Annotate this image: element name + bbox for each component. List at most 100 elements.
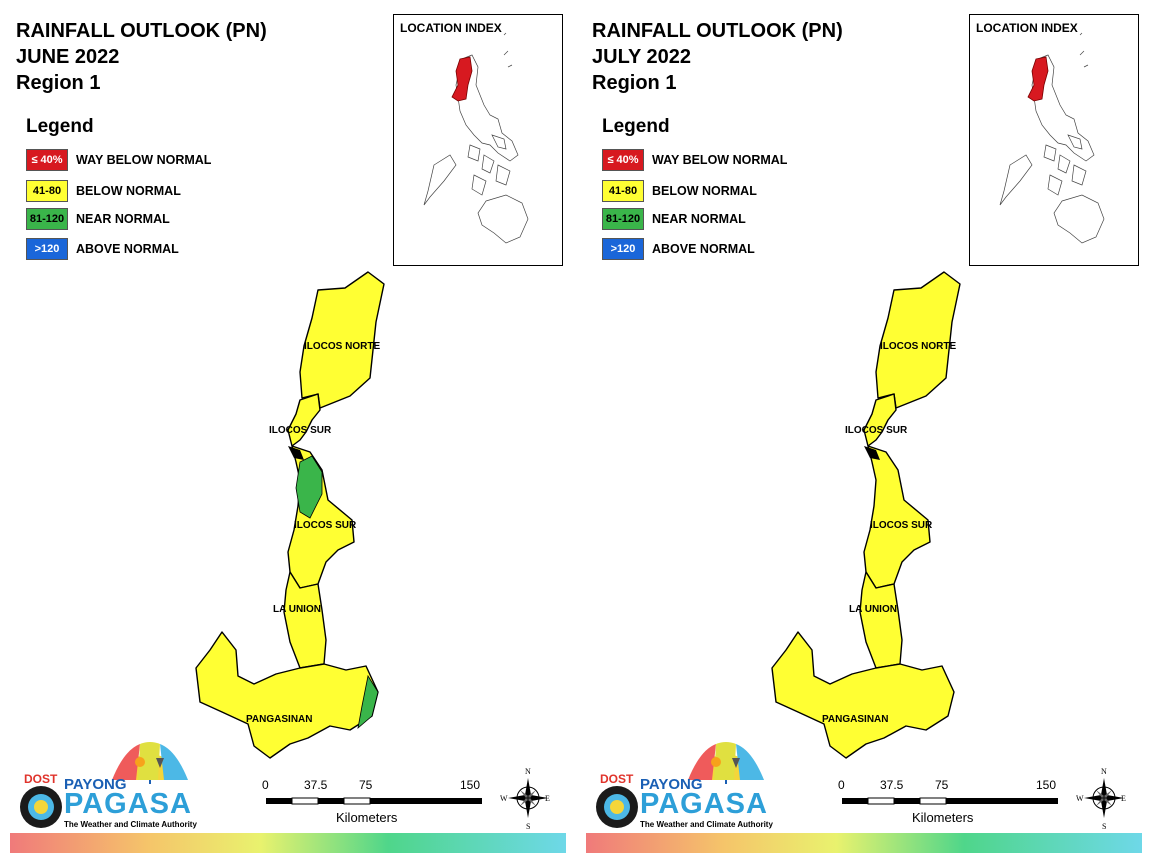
scale-tick-0: 0 [262,778,269,792]
region-map: ILOCOS NORTE ILOCOS SUR ILOCOS SUR LA UN… [771,271,961,759]
inset-title: LOCATION INDEX [976,21,1078,35]
compass-rose-icon: N S W E [500,767,550,831]
label-pangasinan: PANGASINAN [246,714,312,725]
scale-tick-3: 150 [460,778,481,792]
compass-n: N [1101,767,1107,776]
province-la-union [283,571,327,669]
compass-w: W [1076,794,1084,803]
location-index-inset: LOCATION INDEX [969,14,1139,266]
compass-e: E [545,794,550,803]
scale-tick-1: 37.5 [880,778,904,792]
title-line-2: JULY 2022 [592,46,691,68]
legend-swatch: ≤ 40% [26,149,68,171]
title-line-3: Region 1 [592,72,677,94]
label-ilocos-sur-north: ILOCOS SUR [845,425,908,436]
legend-title: Legend [26,116,94,137]
scale-tick-2: 75 [935,778,949,792]
logo-dost: DOST [24,772,58,786]
scale-bar-graphic [266,797,482,805]
compass-n: N [525,767,531,776]
region-map: ILOCOS NORTE ILOCOS SUR ILOCOS SUR LA UN… [195,271,385,759]
province-pangasinan [195,631,379,759]
scale-tick-2: 75 [359,778,373,792]
legend-label: NEAR NORMAL [76,212,170,226]
label-ilocos-norte: ILOCOS NORTE [880,341,956,352]
label-ilocos-sur-south: ILOCOS SUR [870,520,933,531]
philippines-inset-map [423,32,529,244]
legend-label: BELOW NORMAL [652,184,757,198]
label-pangasinan: PANGASINAN [822,714,888,725]
logo-dost: DOST [600,772,634,786]
legend-label: ABOVE NORMAL [652,242,755,256]
inset-title: LOCATION INDEX [400,21,502,35]
philippines-inset-map [999,32,1105,244]
compass-s: S [1102,822,1106,830]
title-line-3: Region 1 [16,72,101,94]
payong-pagasa-logo: DOST PAYONG PAGASA The Weather and Clima… [590,740,773,832]
legend-title: Legend [602,116,670,137]
payong-pagasa-logo: DOST PAYONG PAGASA The Weather and Clima… [14,740,197,832]
province-pangasinan [771,631,955,759]
scale-bar: 0 37.5 75 150 Kilometers [838,778,1068,828]
map-title: RAINFALL OUTLOOK (PN) JUNE 2022 Region 1 [16,18,267,96]
title-line-2: JUNE 2022 [16,46,120,68]
compass-rose-icon: N S W E [1076,767,1126,831]
province-ilocos-sur-north [287,393,321,447]
logo-payong: PAYONG [640,776,703,793]
legend-swatch: 81-120 [26,208,68,230]
province-ilocos-sur-south [287,445,355,589]
logo-payong: PAYONG [64,776,127,793]
legend-swatch: 41-80 [26,180,68,202]
label-ilocos-sur-north: ILOCOS SUR [269,425,332,436]
logo-tagline: The Weather and Climate Authority [64,820,197,829]
footer-gradient-bar [10,833,566,853]
region-highlight [1027,56,1049,102]
north-arrow: N S W E [500,766,552,831]
compass-e: E [1121,794,1126,803]
legend-swatch: 41-80 [602,180,644,202]
scale-bar: 0 37.5 75 150 Kilometers [262,778,492,828]
province-ilocos-sur-north [863,393,897,447]
legend-swatch: 81-120 [602,208,644,230]
label-la-union: LA UNION [849,604,897,615]
map-title: RAINFALL OUTLOOK (PN) JULY 2022 Region 1 [592,18,843,96]
label-la-union: LA UNION [273,604,321,615]
province-la-union [859,571,903,669]
umbrella-icon [688,742,764,784]
legend-label: NEAR NORMAL [652,212,746,226]
province-ilocos-norte [299,271,385,409]
province-ilocos-sur-south [863,445,931,589]
label-ilocos-norte: ILOCOS NORTE [304,341,380,352]
near-normal-areas [295,455,379,730]
scale-tick-3: 150 [1036,778,1057,792]
outlook-panel-july: RAINFALL OUTLOOK (PN) JULY 2022 Region 1… [576,0,1152,864]
region-highlight [451,56,473,102]
compass-s: S [526,822,530,830]
legend-swatch: ≤ 40% [602,149,644,171]
scale-bar-graphic [842,797,1058,805]
footer-gradient-bar [586,833,1142,853]
title-line-1: RAINFALL OUTLOOK (PN) [592,20,843,42]
location-index-inset: LOCATION INDEX [393,14,563,266]
legend-label: ABOVE NORMAL [76,242,179,256]
logo-tagline: The Weather and Climate Authority [640,820,773,829]
legend-swatch: >120 [26,238,68,260]
legend-label: BELOW NORMAL [76,184,181,198]
compass-w: W [500,794,508,803]
legend-label: WAY BELOW NORMAL [76,153,212,167]
scale-tick-1: 37.5 [304,778,328,792]
scale-unit: Kilometers [912,810,974,825]
scale-tick-0: 0 [838,778,845,792]
outlook-panel-june: RAINFALL OUTLOOK (PN) JUNE 2022 Region 1… [10,14,566,853]
legend-label: WAY BELOW NORMAL [652,153,788,167]
logo-pagasa: PAGASA [640,788,768,820]
label-ilocos-sur-south: ILOCOS SUR [294,520,357,531]
scale-unit: Kilometers [336,810,398,825]
umbrella-icon [112,742,188,784]
legend-swatch: >120 [602,238,644,260]
dost-seal-icon [20,786,62,828]
title-line-1: RAINFALL OUTLOOK (PN) [16,20,267,42]
province-ilocos-norte [875,271,961,409]
dost-seal-icon [596,786,638,828]
